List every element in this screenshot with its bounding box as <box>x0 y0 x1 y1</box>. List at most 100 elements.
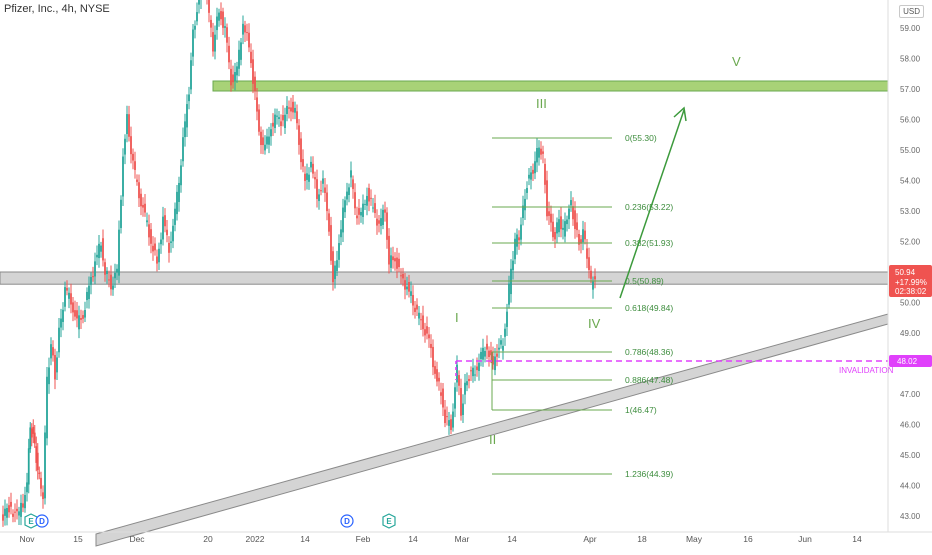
candle-body <box>152 245 154 252</box>
candle-body <box>522 205 524 219</box>
candle-body <box>520 224 522 240</box>
candle <box>214 25 216 60</box>
candle <box>38 466 41 480</box>
last-price-tag[interactable]: 50.94+17.99%02:38:02 <box>889 265 932 297</box>
price-tag-value: 50.94 <box>895 268 916 277</box>
candle <box>270 123 272 146</box>
candle-body <box>338 243 340 260</box>
event-shape <box>382 513 396 529</box>
candle-body <box>544 163 546 185</box>
candle-body <box>264 144 266 151</box>
candle <box>468 375 470 389</box>
candle <box>534 151 536 180</box>
candle <box>266 128 268 149</box>
x-tick-label: 2022 <box>246 534 265 544</box>
candle-body <box>142 204 144 208</box>
candle <box>328 208 330 236</box>
candle <box>114 263 116 288</box>
fib-label-1-236: 1.236(44.39) <box>625 469 673 479</box>
candle-body <box>40 477 42 489</box>
candle-body <box>24 494 26 509</box>
event-badge-e[interactable]: E <box>382 513 396 529</box>
candle-body <box>94 261 96 277</box>
candle <box>442 382 444 417</box>
candle-body <box>220 11 222 20</box>
price-tag-bg <box>889 265 932 297</box>
candle <box>4 499 6 526</box>
candle-body <box>492 356 494 365</box>
invalidation-tag-bg <box>889 355 932 367</box>
invalidation-price-tag[interactable]: 48.02 <box>889 355 932 367</box>
candle-body <box>302 159 304 167</box>
candle <box>326 184 328 221</box>
candle-body <box>518 237 520 241</box>
candle-body <box>92 276 94 278</box>
candle-body <box>296 111 298 124</box>
candle <box>560 207 562 238</box>
candle <box>504 323 506 346</box>
candle <box>336 250 338 277</box>
candle <box>332 246 334 291</box>
candle-body <box>2 514 4 521</box>
candle <box>220 2 222 26</box>
candle-body <box>286 105 288 115</box>
candle-body <box>342 207 344 233</box>
candle <box>554 227 556 248</box>
candle <box>452 403 454 432</box>
candle <box>46 367 48 446</box>
candle <box>376 209 378 235</box>
candle <box>62 302 64 331</box>
event-badge-d[interactable]: D <box>35 514 49 528</box>
candle <box>506 303 508 336</box>
candle <box>128 105 130 142</box>
candle-body <box>82 315 84 319</box>
candle-body <box>4 508 6 516</box>
candle-body <box>228 45 230 63</box>
candle-body <box>186 104 188 128</box>
candle <box>142 197 144 217</box>
support-zone <box>0 271 889 285</box>
candle <box>380 208 382 235</box>
candle-body <box>410 291 412 296</box>
candle-body <box>102 238 104 261</box>
candle-body <box>144 203 146 213</box>
x-tick-label: 20 <box>203 534 213 544</box>
candle <box>33 424 36 448</box>
candle-body <box>106 270 108 275</box>
candle-body <box>210 19 212 28</box>
candle <box>368 183 370 212</box>
candle-body <box>238 49 240 69</box>
candle <box>44 425 46 505</box>
candle-body <box>396 257 398 269</box>
candle-body <box>388 235 390 265</box>
candle-body <box>72 302 74 313</box>
candle <box>340 220 342 246</box>
candle-body <box>384 209 386 213</box>
candle <box>428 326 430 348</box>
candle-body <box>502 345 504 351</box>
candle-body <box>18 511 20 516</box>
candle-body <box>118 229 120 276</box>
candle-body <box>422 315 424 330</box>
candle-body <box>312 163 314 174</box>
candle <box>358 198 360 225</box>
candle <box>262 129 264 155</box>
event-badge-e[interactable]: E <box>24 513 38 529</box>
candle-body <box>566 219 568 225</box>
candle-body <box>162 216 164 240</box>
candle <box>176 184 178 221</box>
candle <box>72 296 74 322</box>
x-tick-label: 14 <box>408 534 418 544</box>
candle-body <box>314 177 316 180</box>
candle <box>306 163 308 190</box>
candle-body <box>146 220 148 223</box>
currency-badge[interactable]: USD <box>899 5 924 18</box>
candle-body <box>562 227 564 230</box>
trendline-channel <box>95 313 889 547</box>
candle <box>232 65 234 89</box>
candle-body <box>568 208 570 220</box>
event-badge-d[interactable]: D <box>340 514 354 528</box>
candle-body <box>282 115 284 121</box>
